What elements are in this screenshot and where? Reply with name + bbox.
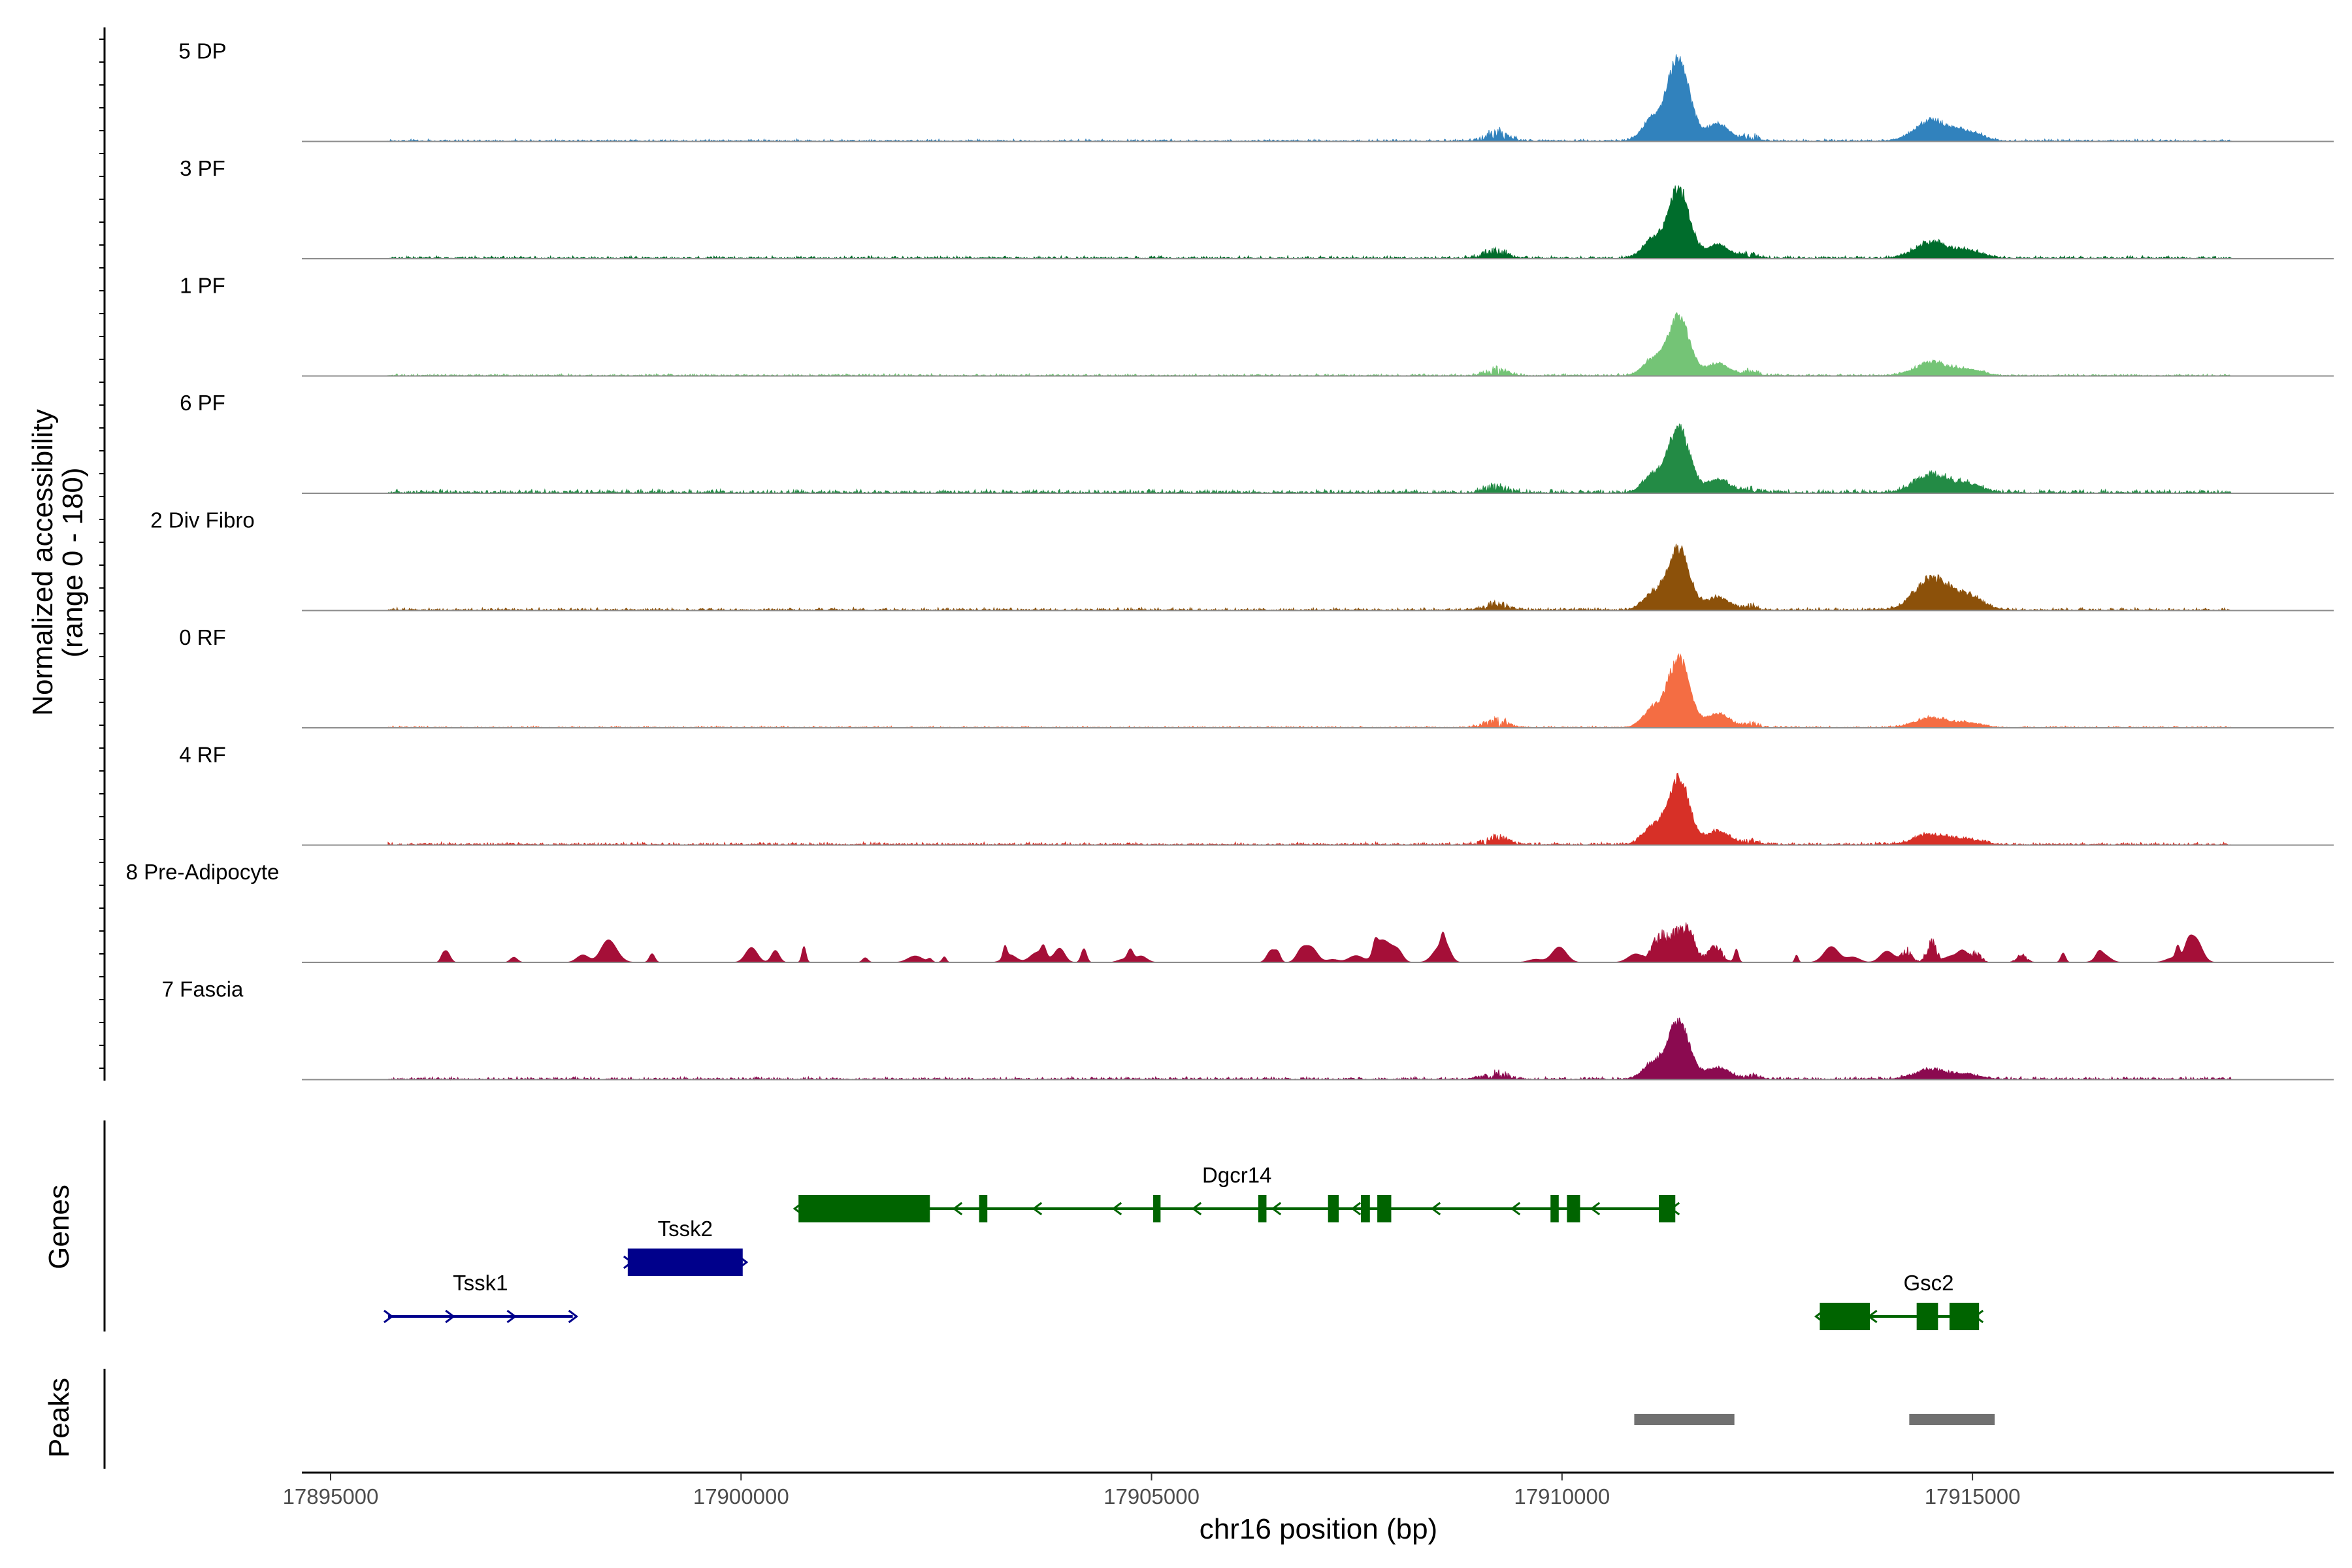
track-label: 6 PF [180, 391, 225, 415]
x-tick-label: 17915000 [1925, 1484, 2021, 1509]
gene-label: Gsc2 [1904, 1271, 1954, 1295]
exon [1659, 1195, 1676, 1222]
track-label: 5 DP [178, 39, 226, 63]
track-area-7 [387, 922, 2231, 963]
strand-arrow [1350, 1201, 1362, 1216]
exon [1377, 1195, 1392, 1222]
track-area-0 [387, 54, 2232, 142]
peak-region [1909, 1414, 1995, 1425]
x-axis: 17895000 17900000 17905000 17910000 17915000 [283, 1471, 2334, 1509]
strand-arrow [445, 1309, 455, 1324]
exon [1328, 1195, 1339, 1222]
strand-arrow [1510, 1201, 1521, 1216]
peak-region [1634, 1414, 1735, 1425]
strand-arrow [1111, 1201, 1122, 1216]
exon [1949, 1303, 1980, 1330]
strand-arrow [384, 1309, 394, 1324]
strand-arrow [506, 1309, 517, 1324]
exon [1567, 1195, 1580, 1222]
exon [979, 1195, 988, 1222]
gene-label: Dgcr14 [1202, 1163, 1271, 1187]
coverage-tracks: 5 DP 3 PF 1 PF 6 PF 2 Div Fibro 0 RF 4 RF 8 Pre… [99, 27, 2334, 1081]
strand-arrow [1271, 1201, 1282, 1216]
gene-label: Tssk1 [453, 1271, 508, 1295]
strand-arrow [1191, 1201, 1202, 1216]
y-axis-title-line1: Normalized accessibility [27, 409, 59, 715]
x-axis-title: chr16 position (bp) [1200, 1513, 1437, 1545]
track-area-5 [387, 653, 2232, 728]
track-area-6 [387, 772, 2232, 846]
peaks-panel-label: Peaks [43, 1378, 75, 1458]
strand-arrow [1032, 1201, 1043, 1216]
exon [627, 1249, 743, 1276]
strand-arrow [952, 1201, 963, 1216]
exon [1360, 1195, 1370, 1222]
y-axis-title-line2: (range 0 - 180) [57, 467, 89, 657]
x-tick-label: 17905000 [1103, 1484, 1200, 1509]
track-label: 0 RF [179, 625, 226, 649]
track-area-1 [387, 185, 2232, 260]
x-tick-label: 17910000 [1514, 1484, 1610, 1509]
track-label: 2 Div Fibro [150, 508, 255, 532]
track-area-8 [387, 1017, 2232, 1081]
track-label: 4 RF [179, 743, 226, 767]
exon [1916, 1303, 1938, 1330]
track-area-3 [387, 423, 2232, 495]
track-label: 1 PF [180, 274, 225, 298]
x-tick-label: 17900000 [693, 1484, 789, 1509]
track-area-4 [387, 544, 2232, 612]
track-label: 3 PF [180, 156, 225, 180]
exon [1550, 1195, 1559, 1222]
gene-label: Tssk2 [658, 1217, 713, 1241]
strand-arrow [568, 1309, 579, 1324]
exon [1153, 1195, 1161, 1222]
genes-panel-label: Genes [43, 1184, 75, 1269]
exon [1258, 1195, 1267, 1222]
track-label: 8 Pre-Adipocyte [126, 860, 280, 884]
track-label: 7 Fascia [162, 977, 244, 1002]
gene-annotation-panel: Dgcr14 Tssk2 Tssk1 Gsc2 [103, 1120, 1984, 1331]
peaks-panel [103, 1369, 1995, 1469]
track-area-2 [387, 312, 2232, 377]
x-tick-label: 17895000 [283, 1484, 379, 1509]
exon [798, 1195, 930, 1222]
strand-arrow [1590, 1201, 1601, 1216]
exon [1820, 1303, 1870, 1330]
strand-arrow [1430, 1201, 1441, 1216]
